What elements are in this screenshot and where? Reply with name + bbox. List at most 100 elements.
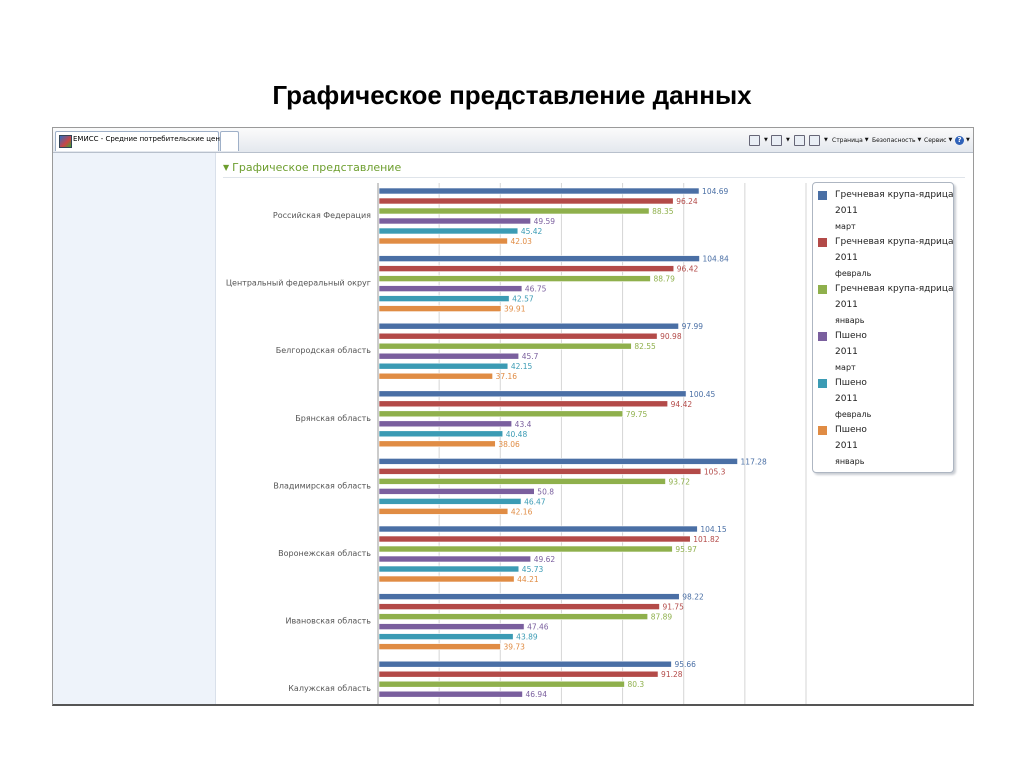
- section-header[interactable]: ▼ Графическое представление: [223, 161, 401, 174]
- data-label: 42.16: [511, 507, 533, 516]
- left-panel: [53, 153, 216, 704]
- data-label: 104.84: [703, 255, 729, 264]
- legend-series-year: 2011: [835, 300, 858, 310]
- data-label: 98.22: [682, 593, 704, 602]
- data-label: 42.15: [511, 362, 533, 371]
- data-label: 50.8: [537, 487, 554, 496]
- browser-toolbar: ЕМИСС - Средние потребительские цены ▼ ▼…: [53, 128, 973, 153]
- legend-series-month: февраль: [835, 410, 872, 419]
- bar: [378, 372, 493, 380]
- feeds-button[interactable]: ▼: [771, 128, 790, 152]
- bar: [378, 420, 512, 428]
- browser-window: ЕМИСС - Средние потребительские цены ▼ ▼…: [52, 127, 974, 706]
- bar: [378, 362, 509, 370]
- chevron-down-icon: ▼: [786, 137, 790, 143]
- bar: [378, 660, 672, 668]
- bar: [378, 207, 650, 215]
- safety-menu[interactable]: Безопасность ▼: [872, 128, 921, 152]
- legend-series-name: Гречневая крупа-ядрица: [835, 284, 954, 294]
- data-label: 80.3: [627, 680, 644, 689]
- bar: [378, 265, 675, 272]
- legend-series-month: март: [835, 222, 856, 231]
- legend-series-name: Пшено: [835, 378, 867, 388]
- data-label: 90.98: [660, 332, 682, 341]
- bar: [378, 498, 522, 505]
- data-label: 47.46: [527, 623, 549, 632]
- bar: [378, 468, 702, 475]
- data-label: 42.57: [512, 295, 534, 304]
- bar: [378, 227, 519, 235]
- data-label: 82.55: [634, 342, 656, 351]
- chevron-down-icon: ▼: [864, 137, 869, 143]
- bar: [378, 525, 698, 533]
- bar: [378, 643, 501, 650]
- category-label: Калужская область: [288, 684, 371, 693]
- category-label: Российская Федерация: [273, 211, 371, 220]
- bar: [378, 593, 680, 600]
- data-label: 79.75: [626, 410, 648, 419]
- data-label: 93.72: [669, 477, 691, 486]
- home-button[interactable]: ▼: [749, 128, 768, 152]
- bar: [378, 633, 514, 640]
- bar: [378, 237, 508, 245]
- tab-label: ЕМИСС - Средние потребительские цены: [73, 135, 226, 143]
- page-menu[interactable]: Страница ▼: [832, 128, 869, 152]
- bar: [378, 410, 624, 418]
- legend-series-month: февраль: [835, 269, 872, 278]
- collapse-arrow-icon: ▼: [223, 163, 230, 172]
- bar: [378, 197, 674, 205]
- category-label: Воронежская область: [278, 549, 371, 558]
- legend-series-name: Гречневая крупа-ядрица: [835, 190, 954, 200]
- data-label: 44.21: [517, 575, 539, 584]
- print-icon: [809, 134, 820, 146]
- legend-swatch: [818, 238, 827, 247]
- data-label: 45.42: [521, 227, 543, 236]
- chevron-down-icon: ▼: [824, 137, 828, 143]
- bar: [378, 575, 515, 583]
- new-tab-button[interactable]: [220, 131, 239, 151]
- legend-series-month: январь: [835, 457, 865, 466]
- bar: [378, 275, 651, 282]
- data-label: 97.99: [682, 322, 704, 331]
- print-button[interactable]: ▼: [809, 128, 828, 152]
- mail-button[interactable]: [794, 128, 807, 152]
- data-label: 39.73: [503, 643, 525, 652]
- legend-series-name: Гречневая крупа-ядрица: [835, 237, 954, 247]
- data-label: 49.62: [534, 555, 556, 564]
- chevron-down-icon: ▼: [966, 137, 970, 143]
- bar: [378, 478, 666, 485]
- legend-swatch: [818, 191, 827, 200]
- bar: [378, 285, 523, 292]
- legend-series-name: Пшено: [835, 331, 867, 341]
- legend-series-year: 2011: [835, 347, 858, 357]
- data-label: 105.3: [704, 467, 726, 476]
- help-button[interactable]: ? ▼: [955, 128, 970, 152]
- bar: [378, 690, 523, 698]
- data-label: 104.69: [702, 187, 728, 196]
- bar: [378, 458, 738, 465]
- legend-series-name: Пшено: [835, 425, 867, 435]
- category-label: Белгородская область: [276, 346, 372, 355]
- safety-menu-label: Безопасность: [872, 136, 916, 144]
- data-label: 95.97: [675, 545, 697, 554]
- service-menu[interactable]: Сервис ▼: [924, 128, 952, 152]
- legend-swatch: [818, 332, 827, 341]
- browser-tab[interactable]: ЕМИСС - Средние потребительские цены: [55, 131, 225, 151]
- data-label: 43.4: [515, 420, 532, 429]
- data-label: 96.42: [677, 265, 699, 274]
- bar: [378, 680, 625, 688]
- bar: [378, 390, 687, 398]
- bar: [378, 430, 504, 438]
- data-label: 42.03: [510, 237, 532, 246]
- legend-series-year: 2011: [835, 394, 858, 404]
- data-label: 104.15: [700, 525, 726, 534]
- data-label: 37.16: [496, 372, 518, 381]
- service-menu-label: Сервис: [924, 136, 947, 144]
- bar: [378, 555, 531, 563]
- section-divider: [223, 177, 965, 178]
- data-label: 96.24: [676, 197, 698, 206]
- chart-legend: Гречневая крупа-ядрица 2011 март Гречневая …: [812, 182, 954, 473]
- data-label: 88.79: [653, 275, 675, 284]
- legend-swatch: [818, 426, 827, 435]
